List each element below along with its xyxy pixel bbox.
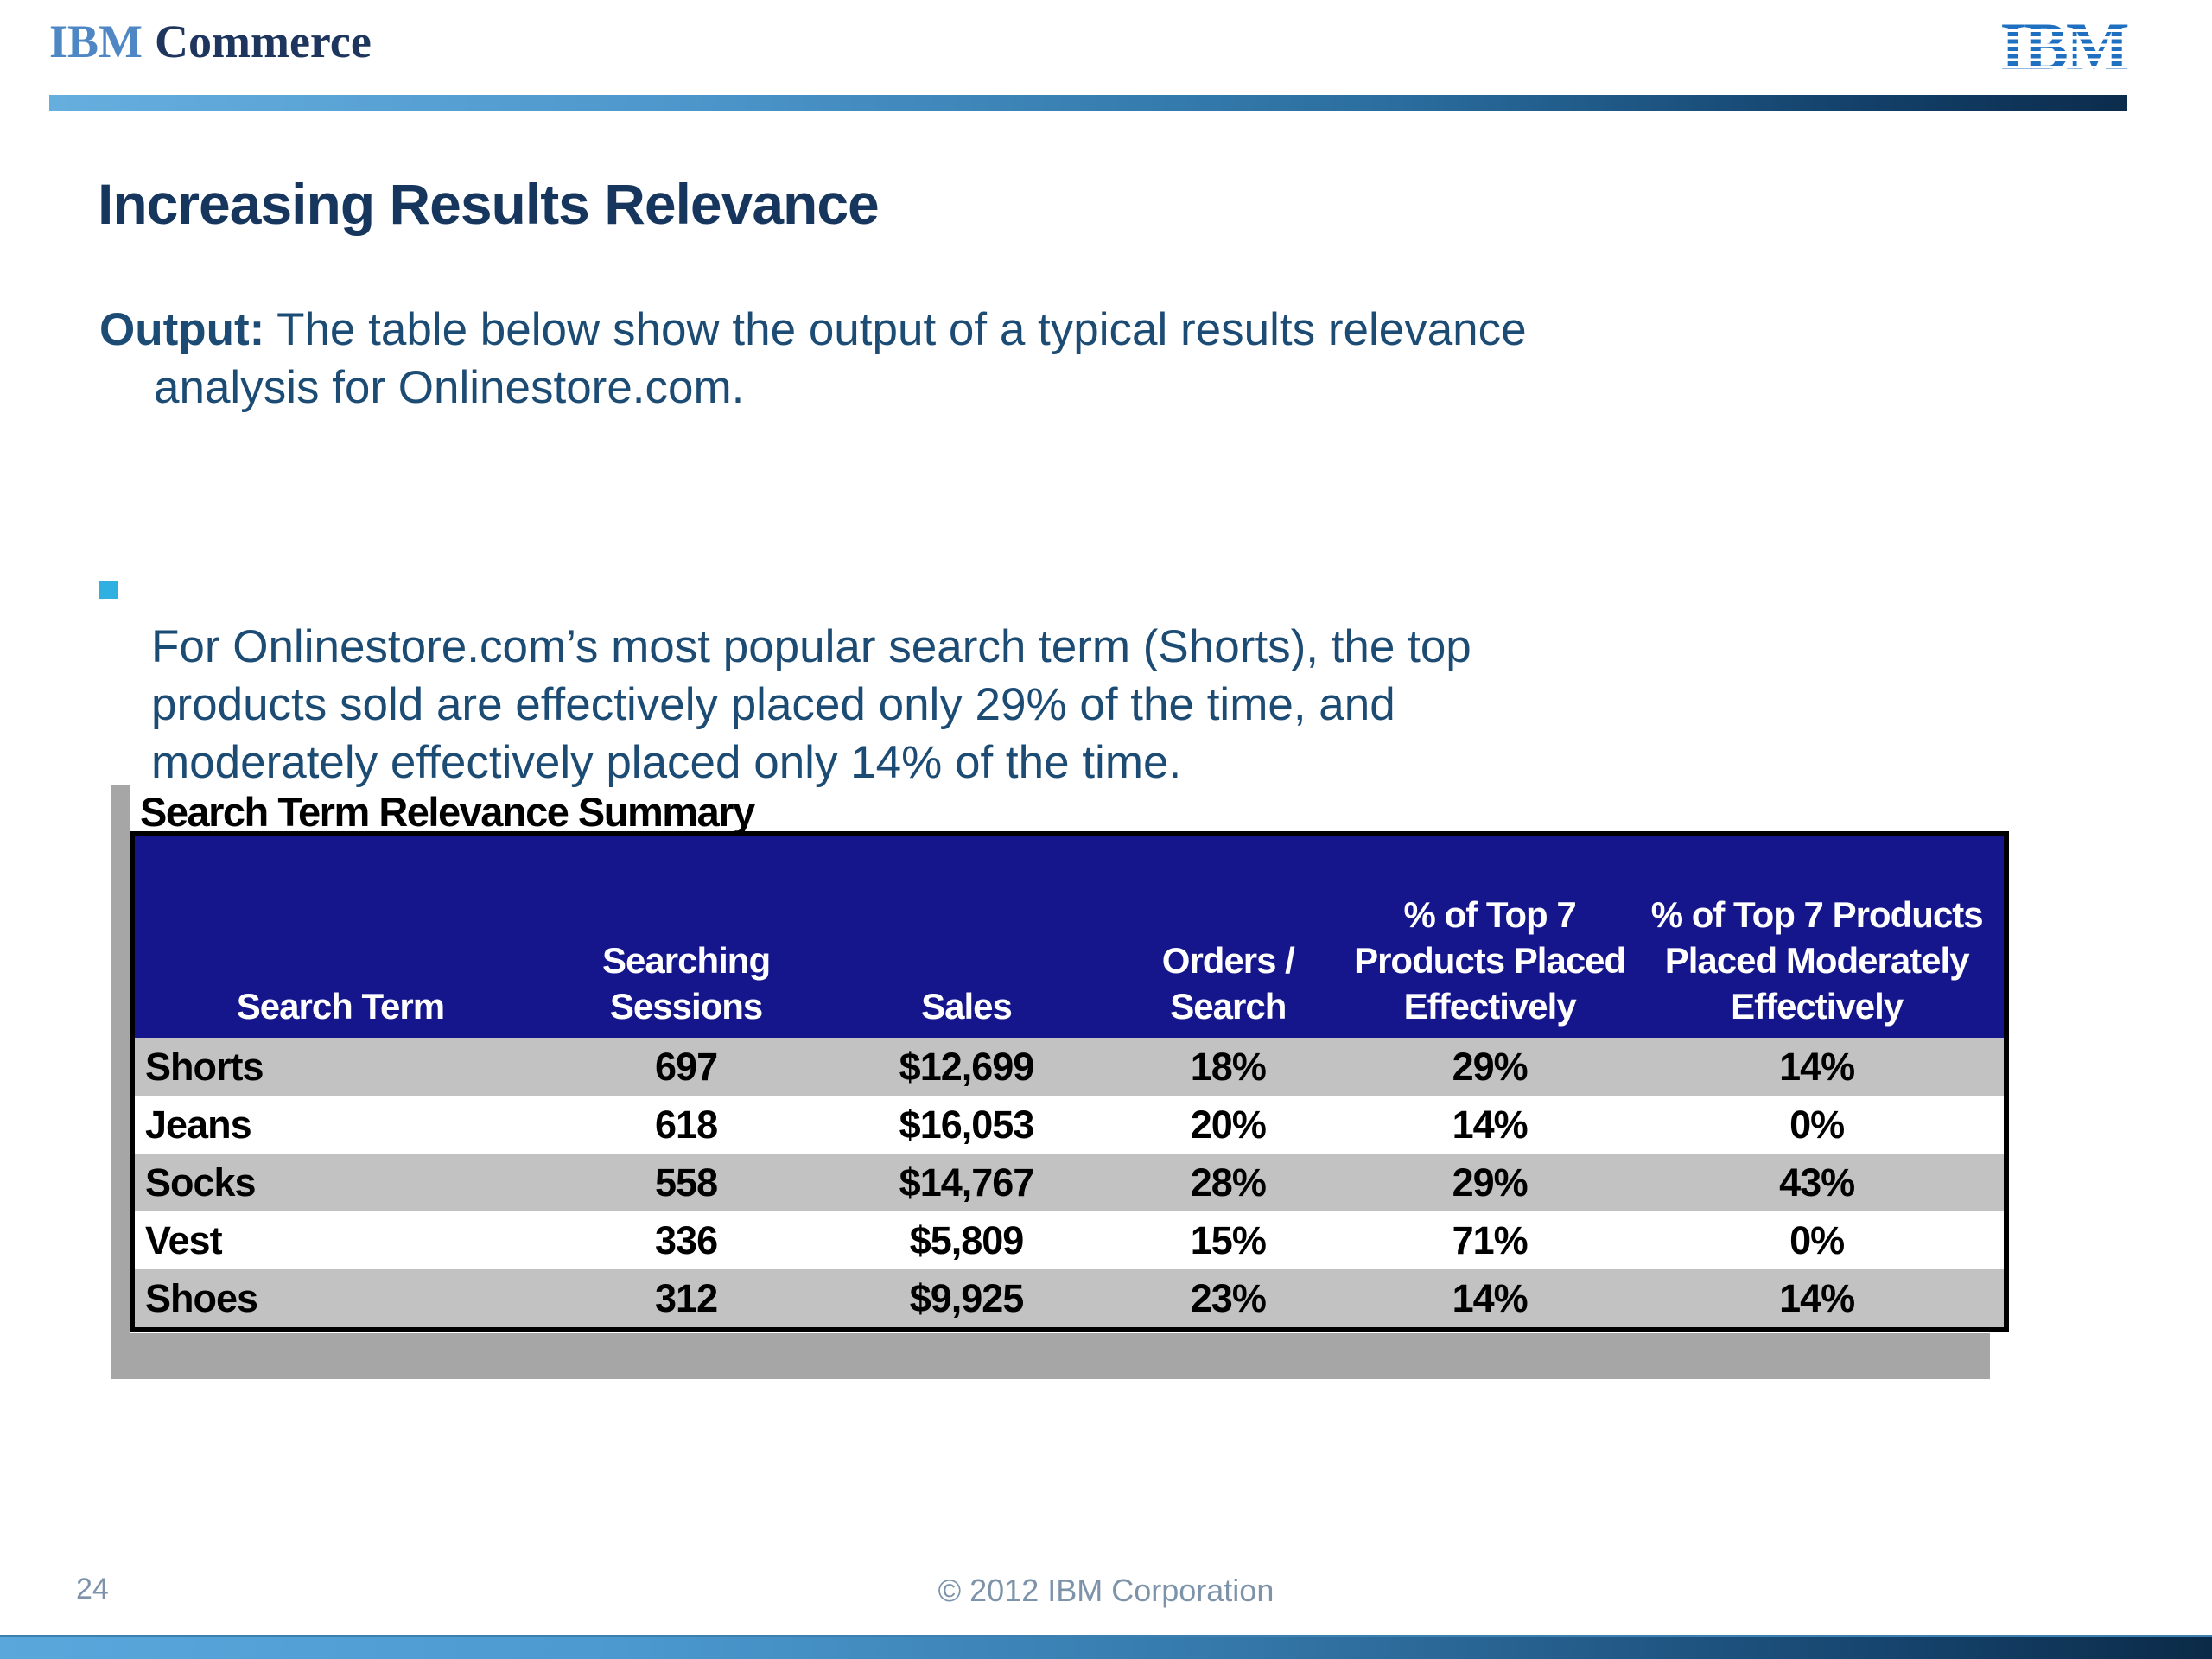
value-cell: 29% bbox=[1452, 1044, 1529, 1089]
value-cell: 23% bbox=[1190, 1275, 1267, 1320]
value-cell: 18% bbox=[1190, 1044, 1267, 1089]
ibm-logo-stripes bbox=[1991, 17, 2136, 78]
table-body: Shorts 697 $12,699 18% 29% 14% Jeans 618 $16,053… bbox=[135, 1038, 2004, 1327]
brand-logo: IBM Commerce bbox=[49, 16, 372, 67]
value-cell: 14% bbox=[1779, 1044, 1855, 1089]
output-text: The table below show the output of a typ… bbox=[154, 304, 1527, 413]
bullet-square-icon bbox=[99, 581, 118, 599]
value-cell: $9,925 bbox=[909, 1275, 1025, 1320]
value-cell: $16,053 bbox=[899, 1102, 1035, 1147]
value-cell: 697 bbox=[655, 1044, 718, 1089]
value-cell: 0% bbox=[1789, 1217, 1845, 1262]
column-header: Searching Sessions bbox=[602, 940, 771, 1027]
bullet-text: For Onlinestore.com’s most popular searc… bbox=[151, 621, 1471, 788]
output-label: Output: bbox=[99, 304, 265, 355]
value-cell: $5,809 bbox=[909, 1217, 1025, 1262]
column-header: % of Top 7 Products Placed Effectively bbox=[1354, 894, 1626, 1027]
table-shadow-left bbox=[111, 785, 130, 1379]
table-title: Search Term Relevance Summary bbox=[140, 789, 755, 835]
bullet-item: For Onlinestore.com’s most popular searc… bbox=[99, 560, 1914, 791]
value-cell: 20% bbox=[1190, 1102, 1267, 1147]
page-number: 24 bbox=[76, 1573, 109, 1605]
value-cell: $14,767 bbox=[899, 1160, 1035, 1205]
value-cell: 312 bbox=[655, 1275, 718, 1320]
value-cell: 558 bbox=[655, 1160, 718, 1205]
value-cell: 15% bbox=[1190, 1217, 1267, 1262]
column-header: Sales bbox=[921, 986, 1013, 1027]
table-row: Shorts 697 $12,699 18% 29% 14% bbox=[135, 1038, 2004, 1096]
column-header: Search Term bbox=[236, 986, 445, 1027]
output-paragraph: Output: The table below show the output … bbox=[99, 301, 2020, 416]
search-term-cell: Jeans bbox=[145, 1102, 252, 1147]
page-title: Increasing Results Relevance bbox=[98, 172, 880, 236]
copyright: © 2012 IBM Corporation bbox=[938, 1573, 1274, 1608]
value-cell: 0% bbox=[1789, 1102, 1845, 1147]
brand-product-text: Commerce bbox=[155, 16, 372, 67]
column-header: Orders / Search bbox=[1161, 940, 1295, 1027]
search-term-cell: Shoes bbox=[145, 1275, 258, 1320]
top-gradient-divider bbox=[49, 95, 2127, 111]
value-cell: $12,699 bbox=[899, 1044, 1035, 1089]
search-term-cell: Socks bbox=[145, 1160, 257, 1205]
relevance-table: Search Term Searching Sessions Sales Orders… bbox=[130, 831, 2009, 1332]
column-header: % of Top 7 Products Placed Moderately Ef… bbox=[1650, 894, 1984, 1027]
table-row: Vest 336 $5,809 15% 71% 0% bbox=[135, 1211, 2004, 1269]
search-term-cell: Vest bbox=[145, 1217, 223, 1262]
value-cell: 28% bbox=[1190, 1160, 1267, 1205]
value-cell: 71% bbox=[1452, 1217, 1529, 1262]
value-cell: 14% bbox=[1452, 1275, 1529, 1320]
ibm-8bar-logo-icon: IBM bbox=[1991, 13, 2136, 80]
table-shadow-bottom bbox=[130, 1333, 1990, 1379]
table-row: Shoes 312 $9,925 23% 14% 14% bbox=[135, 1269, 2004, 1327]
search-term-cell: Shorts bbox=[145, 1044, 264, 1089]
brand-ibm-text: IBM bbox=[49, 16, 143, 67]
table-row: Socks 558 $14,767 28% 29% 43% bbox=[135, 1154, 2004, 1211]
table-row: Jeans 618 $16,053 20% 14% 0% bbox=[135, 1096, 2004, 1154]
bottom-gradient-bar bbox=[0, 1635, 2212, 1659]
value-cell: 618 bbox=[655, 1102, 718, 1147]
value-cell: 336 bbox=[655, 1217, 718, 1262]
value-cell: 14% bbox=[1779, 1275, 1855, 1320]
table-header-row: Search Term Searching Sessions Sales Orders… bbox=[135, 836, 2004, 1038]
value-cell: 29% bbox=[1452, 1160, 1529, 1205]
value-cell: 43% bbox=[1779, 1160, 1855, 1205]
value-cell: 14% bbox=[1452, 1102, 1529, 1147]
